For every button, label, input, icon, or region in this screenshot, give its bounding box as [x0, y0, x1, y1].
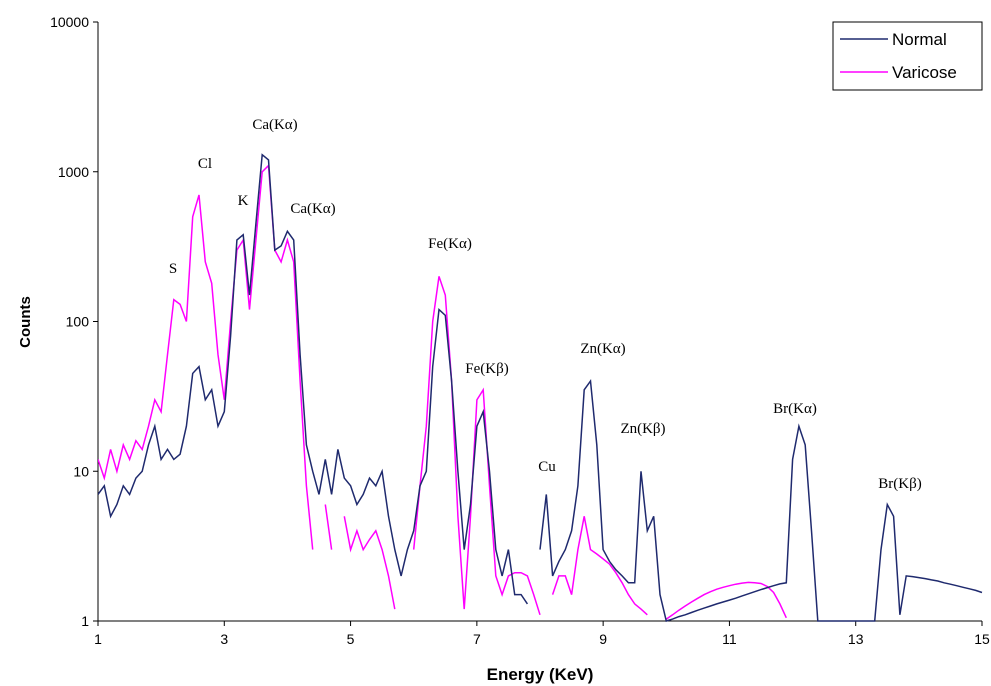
y-tick-label: 1000 — [58, 164, 89, 180]
peak-annotation: Fe(Kβ) — [465, 361, 508, 377]
series-line — [98, 153, 983, 622]
peak-annotation: Zn(Kα) — [580, 341, 625, 357]
x-axis-label: Energy (KeV) — [487, 665, 594, 684]
x-tick-label: 7 — [473, 631, 481, 647]
x-tick-label: 1 — [94, 631, 102, 647]
x-tick-label: 13 — [848, 631, 864, 647]
peak-annotation: Zn(Kβ) — [620, 421, 665, 437]
legend-box — [832, 21, 983, 91]
y-tick-label: 10000 — [50, 14, 89, 30]
y-axis-label: Counts — [17, 296, 34, 348]
peak-annotation: Cl — [198, 156, 212, 172]
legend-label: Normal — [892, 30, 947, 49]
y-tick-label: 1 — [81, 613, 89, 629]
peak-annotation: Br(Kβ) — [878, 476, 921, 492]
peak-annotation: Fe(Kα) — [428, 236, 472, 252]
peak-annotation: S — [169, 261, 177, 277]
legend-label: Varicose — [892, 63, 957, 82]
x-tick-label: 15 — [974, 631, 990, 647]
peak-annotation: Cu — [538, 459, 556, 475]
x-tick-label: 5 — [347, 631, 355, 647]
peak-annotation: Br(Kα) — [773, 401, 817, 417]
x-tick-label: 9 — [599, 631, 607, 647]
y-tick-label: 100 — [66, 314, 90, 330]
peak-annotation: K — [238, 193, 249, 209]
series-line — [98, 163, 787, 620]
y-tick-label: 10 — [73, 463, 89, 479]
x-tick-label: 3 — [220, 631, 228, 647]
peak-annotation: Ca(Kα) — [290, 201, 335, 217]
x-tick-label: 11 — [722, 631, 737, 647]
peak-annotation: Ca(Kα) — [252, 117, 297, 133]
